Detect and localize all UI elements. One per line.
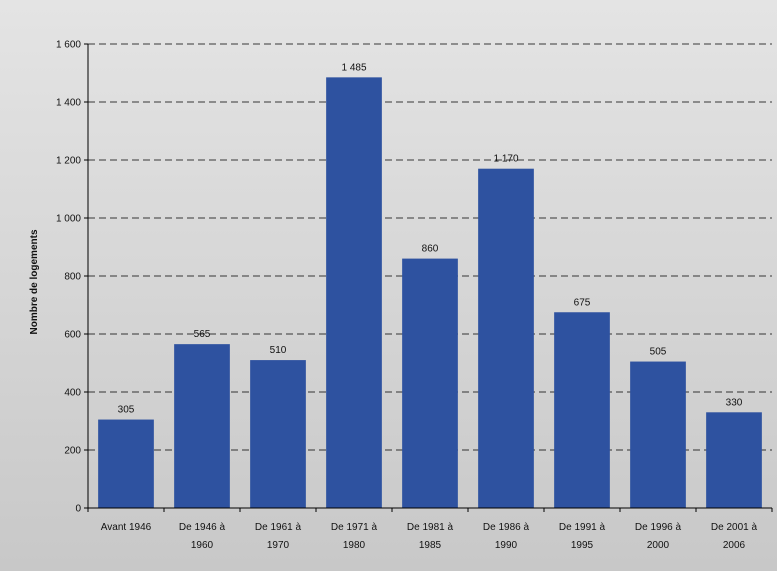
bar: [98, 419, 154, 508]
y-tick-label: 1 200: [56, 156, 81, 167]
x-category-label: 1970: [267, 540, 290, 551]
bar: [326, 77, 382, 508]
y-tick-label: 400: [64, 388, 81, 399]
y-tick-label: 1 000: [56, 214, 81, 225]
x-category-label: 1995: [571, 540, 594, 551]
bar-value-label: 675: [574, 297, 591, 308]
bar-value-label: 330: [726, 397, 743, 408]
bar-value-label: 305: [118, 405, 135, 416]
x-category-label: 1990: [495, 540, 518, 551]
x-category-label: De 2001 à: [711, 522, 758, 533]
x-category-label: 2000: [647, 540, 670, 551]
x-category-label: De 1991 à: [559, 522, 606, 533]
y-tick-label: 200: [64, 446, 81, 457]
y-tick-label: 600: [64, 330, 81, 341]
y-axis-title: Nombre de logements: [29, 229, 40, 334]
bar: [706, 412, 762, 508]
x-category-label: De 1961 à: [255, 522, 302, 533]
bar-value-label: 1 170: [493, 154, 518, 165]
x-category-label: Avant 1946: [101, 522, 152, 533]
x-category-label: De 1971 à: [331, 522, 378, 533]
y-tick-label: 800: [64, 272, 81, 283]
bar-value-label: 505: [650, 347, 667, 358]
bar: [250, 360, 306, 508]
bar-value-label: 1 485: [341, 62, 366, 73]
x-category-label: 1960: [191, 540, 214, 551]
y-tick-label: 0: [75, 504, 81, 515]
y-tick-label: 1 600: [56, 40, 81, 51]
x-category-label: 1980: [343, 540, 366, 551]
bar-value-label: 565: [194, 329, 211, 340]
x-category-label: De 1986 à: [483, 522, 530, 533]
bar-value-label: 510: [270, 345, 287, 356]
bar: [554, 312, 610, 508]
bar: [402, 258, 458, 508]
x-category-label: 1985: [419, 540, 442, 551]
x-category-label: 2006: [723, 540, 746, 551]
bar: [630, 361, 686, 508]
x-category-label: De 1981 à: [407, 522, 454, 533]
bar-value-label: 860: [422, 244, 439, 255]
bar: [174, 344, 230, 508]
bar: [478, 168, 534, 508]
y-tick-label: 1 400: [56, 98, 81, 109]
x-category-label: De 1946 à: [179, 522, 226, 533]
x-category-label: De 1996 à: [635, 522, 682, 533]
